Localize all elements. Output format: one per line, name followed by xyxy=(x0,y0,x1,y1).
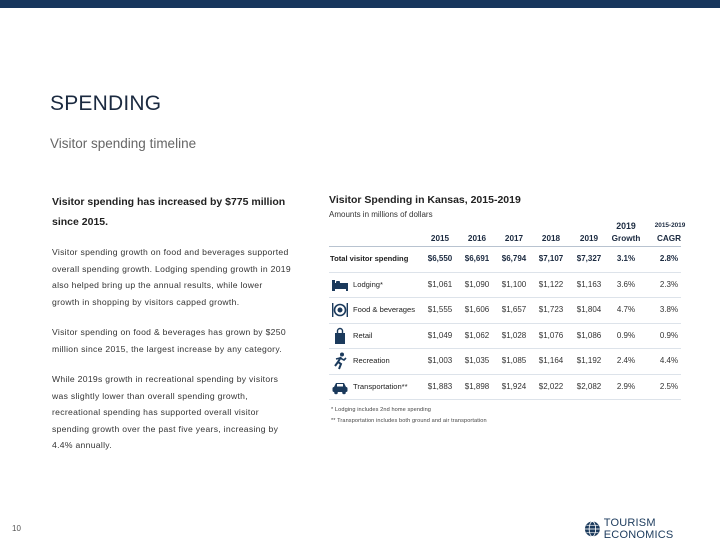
table-cell: $1,003 xyxy=(427,356,453,365)
table-cell: $1,723 xyxy=(538,305,564,314)
table-cell: 2.9% xyxy=(616,381,636,391)
row-label: Food & beverages xyxy=(353,305,416,314)
table-cell: $1,804 xyxy=(576,305,602,314)
bed-icon xyxy=(332,279,348,291)
paragraph-2: Visitor spending on food & beverages has… xyxy=(52,327,286,354)
table-row-transportation: Transportation** $1,883 $1,898 $1,924 $2… xyxy=(329,375,681,400)
page-title: SPENDING xyxy=(50,92,162,115)
table-cell: 4.4% xyxy=(659,356,679,365)
paragraph-3: While 2019s growth in recreational spend… xyxy=(52,374,279,450)
table-cell: $1,883 xyxy=(427,381,453,391)
table-cell: $6,794 xyxy=(501,254,527,263)
globe-icon xyxy=(584,521,600,537)
table-cell: $1,062 xyxy=(464,330,490,340)
table-cell: 3.1% xyxy=(616,254,636,263)
table-cell: 2.3% xyxy=(659,279,679,289)
table-cell: $1,192 xyxy=(576,356,602,365)
running-person-icon xyxy=(334,352,347,370)
table-cell: $1,049 xyxy=(427,330,453,340)
row-label: Total visitor spending xyxy=(330,254,409,263)
table-cell: 0.9% xyxy=(616,330,636,340)
table-cell: $6,550 xyxy=(427,254,453,263)
table-cell: $1,028 xyxy=(501,330,527,340)
table-cell: 2.8% xyxy=(659,254,679,263)
page-subtitle: Visitor spending timeline xyxy=(50,136,197,151)
table-cell: 3.6% xyxy=(616,279,636,289)
shopping-bag-icon xyxy=(335,327,345,344)
table-cell: $7,107 xyxy=(538,254,564,263)
header-year-2019: 2019 xyxy=(579,234,599,243)
table-cell: 4.7% xyxy=(616,305,636,314)
table-title: Visitor Spending in Kansas, 2015-2019 xyxy=(329,194,521,206)
top-accent-bar xyxy=(0,0,720,8)
row-label: Retail xyxy=(353,330,373,340)
table-footnotes: * Lodging includes 2nd home spending ** … xyxy=(331,405,487,427)
table-cell: 2.5% xyxy=(659,381,679,391)
table-cell: $6,691 xyxy=(464,254,490,263)
footnote-lodging: * Lodging includes 2nd home spending xyxy=(331,407,432,413)
commentary-column: Visitor spending has increased by $775 m… xyxy=(52,192,292,468)
table-cell: $1,898 xyxy=(464,381,490,391)
company-logo: TOURISM ECONOMICS xyxy=(584,517,720,541)
table-cell: $7,327 xyxy=(576,254,602,263)
table-row-recreation: Recreation $1,003 $1,035 $1,085 $1,164 $… xyxy=(329,349,681,375)
row-label: Recreation xyxy=(353,356,390,365)
spending-table: 2015 2016 2017 2018 2019 2019 Growth 201… xyxy=(329,220,685,400)
table-cell: 2.4% xyxy=(616,356,636,365)
car-icon xyxy=(332,382,348,394)
table-cell: $1,100 xyxy=(501,279,527,289)
table-cell: $1,085 xyxy=(501,356,527,365)
header-cagr-range: 2015-2019 xyxy=(654,222,686,229)
table-cell: $2,022 xyxy=(538,381,564,391)
table-cell: $1,924 xyxy=(501,381,527,391)
table-row-food: Food & beverages $1,555 $1,606 $1,657 $1… xyxy=(329,298,681,324)
page-number: 10 xyxy=(12,524,21,533)
table-cell: $1,164 xyxy=(538,356,564,365)
utensils-icon xyxy=(332,303,348,317)
header-year-2015: 2015 xyxy=(430,234,450,243)
row-label: Lodging* xyxy=(353,279,383,289)
header-year-2016: 2016 xyxy=(467,234,487,243)
table-cell: $1,122 xyxy=(538,279,564,289)
header-year-2017: 2017 xyxy=(504,234,524,243)
footnote-transportation: ** Transportation includes both ground a… xyxy=(331,418,487,424)
table-row-retail: Retail $1,049 $1,062 $1,028 $1,076 $1,08… xyxy=(329,324,681,349)
header-growth-year: 2019 xyxy=(616,221,636,231)
table-cell: $1,657 xyxy=(501,305,527,314)
table-cell: $1,090 xyxy=(464,279,490,289)
row-label: Transportation** xyxy=(353,381,408,391)
header-year-2018: 2018 xyxy=(541,234,561,243)
table-cell: 3.8% xyxy=(659,305,679,314)
table-cell: $1,163 xyxy=(576,279,602,289)
table-cell: $1,061 xyxy=(427,279,453,289)
paragraph-1: Visitor spending growth on food and beve… xyxy=(52,247,291,307)
logo-text: TOURISM ECONOMICS xyxy=(603,517,674,541)
header-growth: Growth xyxy=(611,234,641,243)
table-cell: $1,606 xyxy=(464,305,490,314)
table-row-total: Total visitor spending $6,550 $6,691 $6,… xyxy=(329,247,681,273)
table-row-lodging: Lodging* $1,061 $1,090 $1,100 $1,122 $1,… xyxy=(329,273,681,298)
table-subtitle: Amounts in millions of dollars xyxy=(329,210,433,219)
table-header-row: 2015 2016 2017 2018 2019 2019 Growth 201… xyxy=(329,220,685,247)
header-cagr: CAGR xyxy=(656,234,682,243)
table-cell: $1,086 xyxy=(576,330,602,340)
headline: Visitor spending has increased by $775 m… xyxy=(52,196,286,228)
table-cell: 0.9% xyxy=(659,330,679,340)
table-cell: $1,555 xyxy=(427,305,453,314)
table-heading: Visitor Spending in Kansas, 2015-2019 Am… xyxy=(329,194,681,219)
table-cell: $1,076 xyxy=(538,330,564,340)
table-cell: $1,035 xyxy=(464,356,490,365)
table-cell: $2,082 xyxy=(576,381,602,391)
